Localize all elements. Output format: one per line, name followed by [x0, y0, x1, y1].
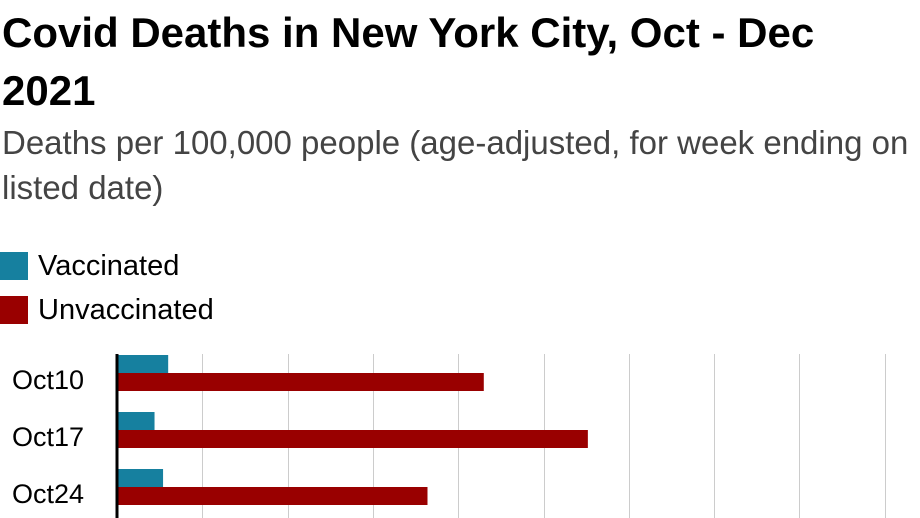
legend-item-vaccinated: Vaccinated — [0, 244, 214, 288]
legend-label-unvaccinated: Unvaccinated — [38, 293, 214, 326]
legend-item-unvaccinated: Unvaccinated — [0, 288, 214, 332]
category-label-0: Oct10 — [12, 365, 84, 395]
bar-oct10-vaccinated — [117, 355, 169, 373]
category-label-1: Oct17 — [12, 422, 84, 452]
legend: Vaccinated Unvaccinated — [0, 244, 214, 332]
bar-oct17-vaccinated — [117, 412, 155, 430]
bar-oct10-unvaccinated — [117, 373, 484, 391]
legend-label-vaccinated: Vaccinated — [38, 249, 180, 282]
bar-chart: Oct10 Oct17 Oct24 — [12, 354, 886, 518]
bar-oct24-unvaccinated — [117, 487, 428, 505]
bar-oct17-unvaccinated — [117, 430, 588, 448]
bar-oct24-vaccinated — [117, 469, 164, 487]
legend-swatch-unvaccinated — [0, 296, 28, 324]
category-label-2: Oct24 — [12, 479, 84, 509]
chart-title: Covid Deaths in New York City, Oct - Dec… — [2, 9, 815, 114]
chart-subtitle: Deaths per 100,000 people (age-adjusted,… — [2, 124, 909, 206]
legend-swatch-vaccinated — [0, 252, 28, 280]
